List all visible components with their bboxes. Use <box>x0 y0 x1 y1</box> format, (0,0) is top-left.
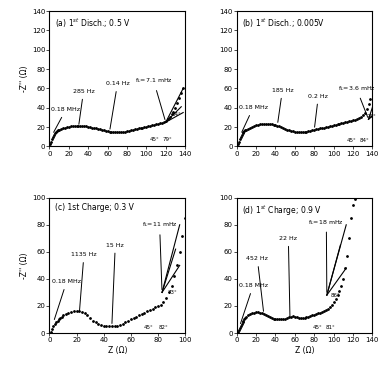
Text: 0.2 Hz: 0.2 Hz <box>309 94 328 127</box>
Text: 0.18 MHz: 0.18 MHz <box>51 107 80 132</box>
Text: 22 Hz: 22 Hz <box>279 236 297 317</box>
Text: 0.14 Hz: 0.14 Hz <box>106 81 129 129</box>
Text: f$_L$=11 mHz: f$_L$=11 mHz <box>142 221 177 290</box>
Text: (a) 1$^{st}$ Disch.; 0.5 V: (a) 1$^{st}$ Disch.; 0.5 V <box>55 17 130 30</box>
Text: 34°: 34° <box>171 112 181 117</box>
Text: 0.18 MHz: 0.18 MHz <box>239 283 268 324</box>
Text: 86°: 86° <box>331 293 340 298</box>
Text: (d) 1$^{st}$ Charge; 0.9 V: (d) 1$^{st}$ Charge; 0.9 V <box>242 203 322 218</box>
Text: (b) 1$^{st}$ Disch.; 0.005V: (b) 1$^{st}$ Disch.; 0.005V <box>242 17 325 30</box>
X-axis label: Z (Ω): Z (Ω) <box>108 346 127 355</box>
Text: 45°: 45° <box>149 138 159 142</box>
X-axis label: Z (Ω): Z (Ω) <box>295 346 314 355</box>
Text: f$_L$=3.6 mHz: f$_L$=3.6 mHz <box>337 84 375 117</box>
Text: 45°: 45° <box>346 138 356 144</box>
Text: 45°: 45° <box>144 325 154 330</box>
Text: 285 Hz: 285 Hz <box>73 89 94 124</box>
Y-axis label: -Z'' (Ω): -Z'' (Ω) <box>20 65 29 92</box>
Text: 45°: 45° <box>312 325 322 330</box>
Text: 82°: 82° <box>158 325 168 330</box>
Text: f$_L$=7.1 mHz: f$_L$=7.1 mHz <box>135 76 173 120</box>
Text: 1135 Hz: 1135 Hz <box>71 252 97 311</box>
Text: 185 Hz: 185 Hz <box>272 88 293 122</box>
Text: 0.18 MHz: 0.18 MHz <box>239 105 268 132</box>
Text: 29°: 29° <box>367 114 376 119</box>
Text: (c) 1st Charge; 0.3 V: (c) 1st Charge; 0.3 V <box>55 203 134 212</box>
Text: 81°: 81° <box>326 325 336 330</box>
Text: 73°: 73° <box>168 290 178 295</box>
Text: 15 Hz: 15 Hz <box>106 243 124 323</box>
Text: f$_L$=18 mHz: f$_L$=18 mHz <box>309 218 344 292</box>
Text: 79°: 79° <box>163 138 173 142</box>
Text: 0.18 MHz: 0.18 MHz <box>52 279 81 320</box>
Y-axis label: -Z'' (Ω): -Z'' (Ω) <box>20 252 29 279</box>
Text: 84°: 84° <box>360 138 369 144</box>
Text: 452 Hz: 452 Hz <box>246 256 268 311</box>
